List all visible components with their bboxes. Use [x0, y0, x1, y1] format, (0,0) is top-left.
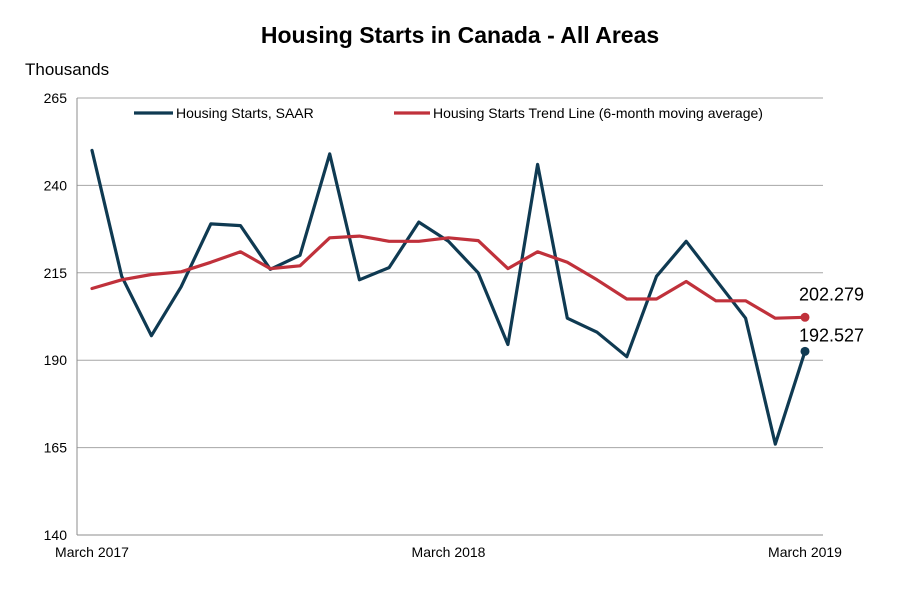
chart-title: Housing Starts in Canada - All Areas [260, 22, 660, 48]
x-tick-label: March 2019 [768, 544, 842, 560]
y-tick-label: 140 [44, 527, 68, 543]
series-line-housing-starts [90, 148, 807, 446]
end-point-trend [800, 312, 810, 322]
y-axis-unit-label: Thousands [25, 60, 110, 79]
legend-label: Housing Starts Trend Line (6-month movin… [433, 105, 763, 121]
y-tick-label: 265 [44, 90, 68, 106]
end-label-trend: 202.279 [799, 284, 864, 304]
x-tick-label: March 2017 [55, 544, 129, 560]
y-tick-label: 215 [44, 265, 68, 281]
x-tick-label: March 2018 [412, 544, 486, 560]
end-label-housing-starts: 192.527 [799, 325, 864, 345]
y-tick-label: 165 [44, 440, 68, 456]
end-point-housing-starts [800, 346, 810, 356]
series-line-trend [90, 234, 807, 320]
legend-label: Housing Starts, SAAR [176, 105, 314, 121]
y-tick-label: 240 [44, 177, 68, 193]
y-tick-label: 190 [44, 352, 68, 368]
